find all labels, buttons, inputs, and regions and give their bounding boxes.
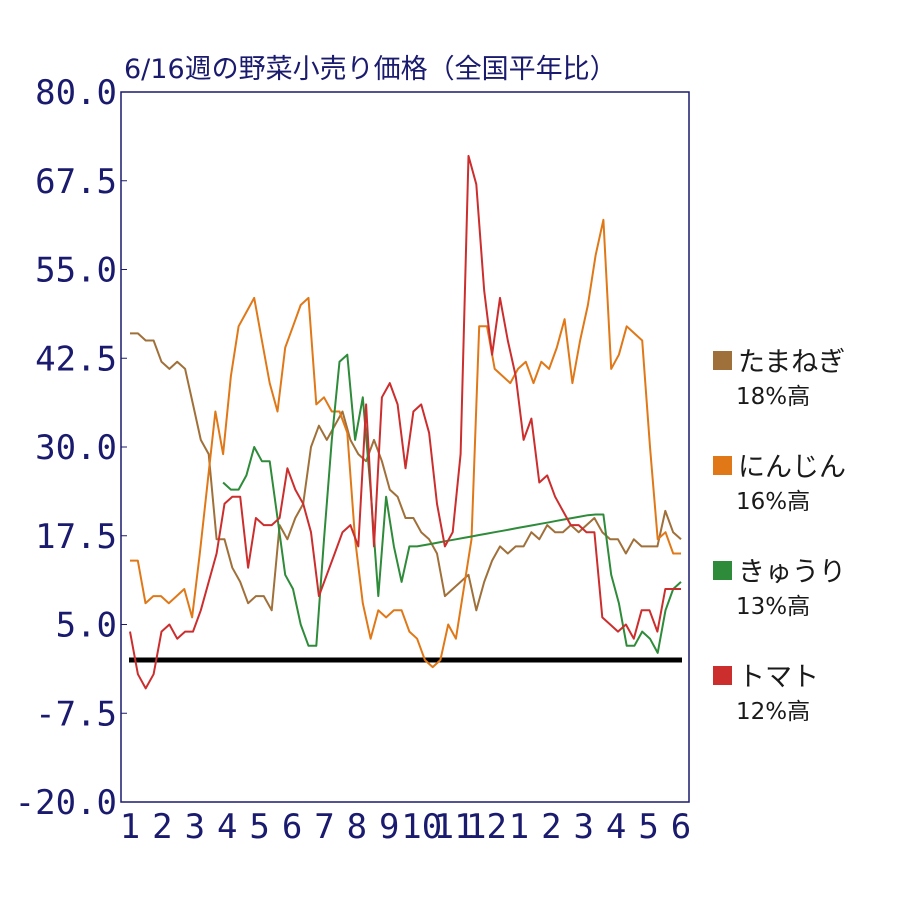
x-tick-label: 2	[541, 807, 561, 847]
legend-label: トマト	[738, 662, 819, 693]
chart-title: 6/16週の野菜小売り価格（全国平年比）	[124, 54, 617, 85]
legend-swatch	[713, 666, 732, 685]
x-tick-label: 10	[401, 807, 442, 847]
x-tick-label: 2	[152, 807, 172, 847]
x-tick-label: 6	[282, 807, 302, 847]
x-tick-label: 3	[574, 807, 594, 847]
legend-swatch	[713, 351, 732, 370]
y-tick-label: 42.5	[35, 339, 117, 379]
x-tick-label: 12	[466, 807, 507, 847]
legend-label: たまねぎ	[738, 347, 845, 378]
x-tick-label: 1	[120, 807, 140, 847]
x-tick-label: 4	[217, 807, 237, 847]
legend-label: きゅうり	[738, 557, 846, 588]
series-line-2	[130, 218, 681, 669]
plot-area	[120, 91, 690, 803]
series-line-4	[129, 154, 681, 690]
legend-swatch	[713, 561, 732, 580]
y-tick-label: 67.5	[35, 162, 117, 202]
series-layer	[129, 154, 682, 690]
y-tick-label: 17.5	[35, 517, 117, 557]
y-axis: 80.0 67.5 55.0 42.5 30.0 17.5 5.0 -7.5 -20.0	[15, 73, 127, 823]
legend-change-note: 16%高	[736, 489, 810, 515]
x-tick-label: 4	[606, 807, 626, 847]
y-tick-label: 80.0	[35, 73, 117, 113]
legend-change-note: 13%高	[736, 594, 810, 620]
legend-swatch	[713, 456, 732, 475]
y-tick-label: -20.0	[15, 783, 117, 823]
series-line-3	[222, 353, 682, 654]
x-tick-label: 1	[509, 807, 529, 847]
series-line-1	[130, 332, 682, 612]
legend-change-note: 18%高	[736, 384, 810, 410]
x-tick-label: 6	[671, 807, 691, 847]
x-tick-label: 8	[347, 807, 367, 847]
legend-change-note: 12%高	[736, 699, 810, 725]
x-tick-label: 5	[249, 807, 269, 847]
x-tick-label: 3	[185, 807, 205, 847]
y-tick-label: 5.0	[56, 606, 117, 646]
y-tick-label: 55.0	[35, 251, 117, 291]
y-tick-label: -7.5	[35, 694, 117, 734]
x-tick-label: 5	[638, 807, 658, 847]
y-tick-label: 30.0	[35, 428, 117, 468]
x-tick-label: 11	[434, 807, 475, 847]
x-tick-label: 7	[314, 807, 334, 847]
legend-label: にんじん	[738, 452, 846, 483]
x-tick-label: 9	[379, 807, 399, 847]
